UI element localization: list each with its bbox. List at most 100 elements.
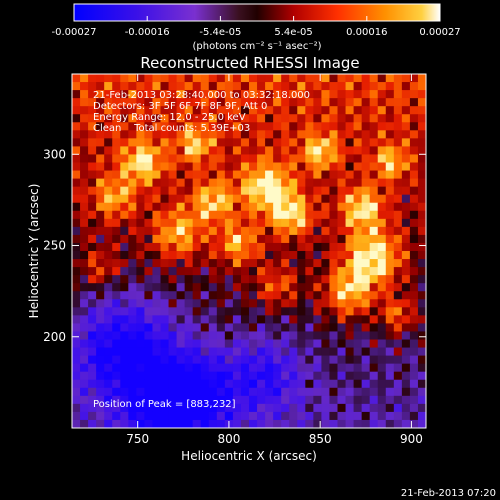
heatmap-cell [321,411,330,421]
heatmap-cell [321,291,330,300]
heatmap-cell [393,242,403,252]
heatmap-cell [104,186,113,196]
heatmap-cell [377,379,387,389]
heatmap-cell [216,339,226,348]
heatmap-cell [96,178,105,188]
heatmap-cell [80,291,89,300]
heatmap-cell [184,210,194,220]
heatmap-cell [128,82,137,91]
heatmap-cell [353,395,363,405]
heatmap-cell [345,106,354,115]
heatmap-cell [273,363,282,373]
heatmap-cell [297,387,306,397]
heatmap-cell [104,403,113,413]
heatmap-cell [208,371,218,381]
heatmap-cell [216,267,226,276]
heatmap-cell [176,315,186,324]
heatmap-cell [409,347,419,356]
heatmap-cell [200,411,210,421]
heatmap-cell [136,379,145,389]
heatmap-cell [329,323,338,332]
heatmap-cell [232,234,242,244]
heatmap-cell [385,98,395,107]
heatmap-cell [152,411,161,421]
heatmap-cell [208,347,218,356]
heatmap-cell [160,387,169,397]
heatmap-cell [208,403,218,413]
heatmap-cell [329,291,338,300]
heatmap-cell [240,114,250,123]
heatmap-cell [160,379,169,389]
y-tick-label: 200 [43,330,66,344]
heatmap-cell [216,234,226,244]
heatmap-cell [112,339,121,348]
heatmap-cell [329,267,338,276]
heatmap-cell [216,419,226,428]
heatmap-cell [321,323,330,332]
heatmap-cell [377,347,387,356]
heatmap-cell [377,138,387,147]
heatmap-cell [281,403,290,413]
heatmap-cell [265,291,274,300]
heatmap-cell [385,82,395,91]
heatmap-cell [369,283,379,292]
heatmap-cell [240,194,250,204]
heatmap-cell [337,130,346,139]
heatmap-cell [289,379,298,389]
heatmap-cell [128,403,137,413]
heatmap-cell [192,226,202,236]
heatmap-cell [152,130,161,139]
heatmap-cell [353,403,363,413]
heatmap-cell [281,226,290,236]
heatmap-cell [345,162,354,171]
heatmap-cell [409,363,419,373]
heatmap-cell [112,178,121,188]
heatmap-cell [112,323,121,332]
heatmap-cell [160,291,169,300]
heatmap-cell [96,170,105,179]
heatmap-cell [88,395,97,405]
heatmap-cell [305,114,314,123]
heatmap-cell [168,339,177,348]
heatmap-cell [136,122,145,131]
heatmap-cell [144,291,153,300]
heatmap-cell [385,419,395,428]
heatmap-cell [361,186,371,196]
heatmap-cell [240,170,250,179]
heatmap-cell [265,130,274,139]
heatmap-cell [144,339,153,348]
heatmap-cell [80,202,89,212]
heatmap-cell [152,162,161,171]
heatmap-cell [297,122,306,131]
heatmap-cell [144,130,153,139]
heatmap-cell [168,98,177,107]
heatmap-cell [353,387,363,397]
heatmap-cell [200,202,210,212]
heatmap-cell [361,363,371,373]
heatmap-cell [369,154,379,163]
colorbar-tick-label: 0.00027 [419,27,460,38]
heatmap-cell [192,162,202,171]
heatmap-cell [112,267,121,276]
heatmap-cell [345,339,354,348]
heatmap-cell [120,242,129,252]
heatmap-cell [136,259,145,268]
heatmap-cell [240,291,250,300]
heatmap-cell [176,234,186,244]
heatmap-cell [369,114,379,123]
heatmap-cell [289,210,298,220]
heatmap-cell [112,186,121,196]
heatmap-cell [361,307,371,316]
heatmap-cell [401,251,411,260]
heatmap-cell [88,363,97,373]
heatmap-cell [377,82,387,91]
heatmap-cell [192,387,202,397]
heatmap-cell [417,267,426,276]
heatmap-cell [393,162,403,171]
y-axis-label: Heliocentric Y (arcsec) [27,184,41,319]
heatmap-cell [200,363,210,373]
heatmap-cell [353,251,363,260]
heatmap-cell [216,82,226,91]
heatmap-cell [257,162,266,171]
heatmap-cell [393,210,403,220]
